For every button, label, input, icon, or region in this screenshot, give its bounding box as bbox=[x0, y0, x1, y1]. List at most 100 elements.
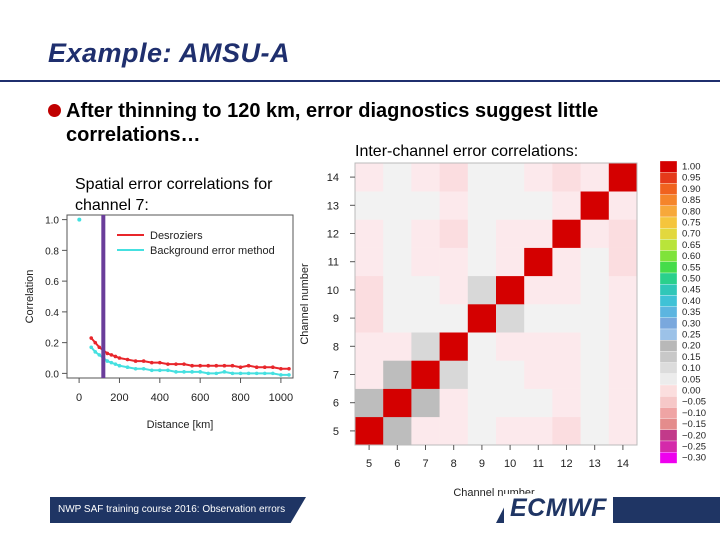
heatmap-cell bbox=[552, 219, 581, 248]
y-tick-label: 10 bbox=[327, 285, 339, 297]
data-point bbox=[182, 362, 186, 366]
heatmap-cell bbox=[467, 163, 497, 192]
heatmap-cell bbox=[496, 163, 525, 192]
colorbar-swatch bbox=[659, 351, 678, 363]
heatmap-cell bbox=[608, 416, 638, 446]
heatmap-cell bbox=[608, 163, 638, 192]
y-tick-label: 8 bbox=[333, 341, 339, 353]
data-point bbox=[206, 371, 211, 376]
heatmap-cell bbox=[524, 219, 553, 248]
heatmap-cell bbox=[411, 388, 440, 418]
bullet-text: After thinning to 120 km, error diagnost… bbox=[66, 100, 599, 146]
x-tick-label: 12 bbox=[560, 458, 572, 470]
colorbar-label: −0.05 bbox=[682, 397, 706, 408]
colorbar-label: 0.35 bbox=[682, 307, 701, 318]
colorbar-label: −0.25 bbox=[682, 442, 706, 453]
heatmap-cell bbox=[552, 275, 581, 305]
data-point bbox=[190, 370, 194, 374]
y-tick-label: 11 bbox=[328, 257, 339, 269]
colorbar-label: 0.60 bbox=[682, 251, 701, 262]
colorbar-label: 0.85 bbox=[682, 195, 701, 206]
x-tick-label: 5 bbox=[366, 458, 372, 470]
heatmap-cell bbox=[608, 219, 638, 248]
x-axis-label: Distance [km] bbox=[147, 419, 214, 431]
data-point bbox=[238, 371, 243, 376]
colorbar-swatch bbox=[659, 440, 678, 453]
data-point bbox=[246, 363, 251, 368]
colorbar-label: 0.00 bbox=[682, 386, 701, 397]
heatmap-frame bbox=[354, 162, 638, 446]
data-point bbox=[190, 363, 194, 368]
data-point bbox=[214, 371, 219, 376]
colorbar-label: 0.20 bbox=[682, 341, 701, 352]
spatial-correlation-chart: 0 200 400 600 800 1000 0.0 0.2 0.4 0.6 0.8 1.0 Dista… bbox=[24, 214, 294, 431]
heatmap-cell bbox=[467, 191, 497, 220]
colorbar-swatch bbox=[659, 373, 678, 386]
origin-point bbox=[77, 217, 82, 222]
heatmap-cell bbox=[608, 191, 638, 220]
data-point bbox=[117, 363, 122, 368]
heatmap-cell bbox=[552, 247, 581, 277]
colorbar-label: 0.95 bbox=[682, 173, 701, 184]
data-point bbox=[141, 366, 146, 371]
heatmap-cell bbox=[496, 304, 525, 333]
colorbar-swatch bbox=[659, 160, 678, 173]
data-point bbox=[133, 366, 138, 371]
legend-label: Background error method bbox=[150, 245, 275, 257]
heatmap-cell bbox=[383, 191, 412, 220]
heatmap-cell bbox=[467, 304, 497, 333]
heatmap-cell bbox=[467, 219, 497, 248]
heatmap-cell bbox=[608, 275, 638, 305]
y-tick-label: 7 bbox=[333, 370, 339, 382]
colorbar-swatch bbox=[659, 418, 678, 430]
colorbar-label: 0.30 bbox=[682, 318, 701, 329]
y-tick-label: 13 bbox=[327, 200, 339, 212]
heatmap-cell bbox=[355, 360, 384, 389]
heatmap-cell bbox=[355, 416, 384, 446]
colorbar-label: 0.75 bbox=[682, 218, 701, 229]
x-tick-label: 200 bbox=[110, 392, 128, 404]
heatmap-cell bbox=[355, 247, 384, 277]
heatmap-cell bbox=[383, 304, 412, 333]
heatmap-cell bbox=[411, 304, 440, 333]
heatmap-cell bbox=[524, 275, 553, 305]
heatmap-cell bbox=[608, 332, 638, 361]
heatmap-cell bbox=[580, 275, 610, 305]
data-point bbox=[198, 363, 202, 368]
data-point bbox=[279, 366, 283, 371]
colorbar-swatch bbox=[659, 172, 678, 184]
y-tick-label: 0.2 bbox=[45, 339, 59, 350]
heatmap-cell bbox=[580, 247, 610, 277]
heatmap-cell bbox=[383, 388, 412, 418]
colorbar-swatch bbox=[659, 295, 678, 307]
heatmap-cell bbox=[496, 360, 525, 389]
colorbar-swatch bbox=[659, 194, 678, 206]
colorbar-swatch bbox=[659, 272, 678, 285]
colorbar-swatch bbox=[659, 239, 678, 251]
colorbar-swatch bbox=[659, 228, 678, 240]
colorbar-swatch bbox=[659, 306, 678, 318]
data-point bbox=[271, 365, 275, 370]
colorbar-label: 1.00 bbox=[682, 162, 701, 173]
colorbar-swatch bbox=[659, 205, 678, 218]
data-point bbox=[230, 363, 235, 368]
x-tick-label: 7 bbox=[422, 458, 428, 470]
interchannel-correlation-heatmap: 5 5 6 6 7 7 8 8 9 9 10 10 11 11 12 12 13 13 14 14 Channel nu… bbox=[299, 162, 638, 499]
colorbar-swatch bbox=[659, 261, 678, 274]
heatmap-cell bbox=[552, 304, 581, 333]
heatmap-cell bbox=[383, 219, 412, 248]
y-axis-label: Correlation bbox=[24, 270, 36, 324]
y-tick-label: 12 bbox=[327, 229, 339, 241]
colorbar-label: 0.15 bbox=[682, 352, 701, 363]
data-point bbox=[89, 336, 94, 340]
data-point bbox=[125, 357, 130, 362]
heatmap-cell bbox=[411, 191, 440, 220]
heatmap-cell bbox=[439, 163, 469, 192]
heatmap-cell bbox=[467, 416, 497, 446]
heatmap-cell bbox=[608, 247, 638, 277]
heatmap-cell bbox=[524, 163, 553, 192]
data-point bbox=[97, 345, 102, 350]
y-tick-label: 0.0 bbox=[45, 369, 59, 380]
data-point bbox=[174, 362, 178, 366]
heatmap-cell bbox=[467, 388, 497, 418]
